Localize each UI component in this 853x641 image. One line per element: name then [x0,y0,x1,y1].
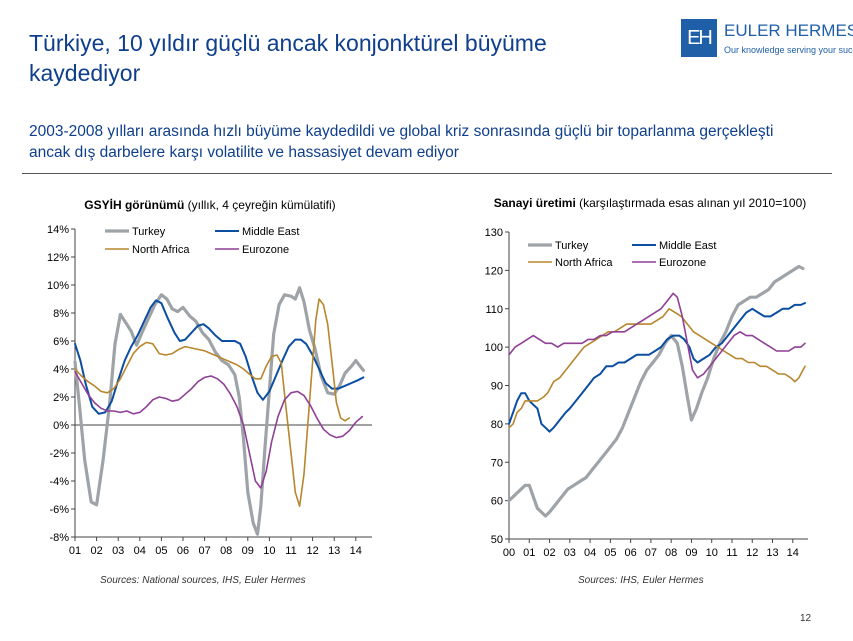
gdp-y-tick-label: 2% [53,392,69,404]
industrial-x-tick-label: 06 [625,547,637,559]
industrial-x-tick-label: 02 [543,547,555,559]
gdp-x-tick-label: 02 [90,545,102,557]
gdp-x-tick-label: 07 [198,545,210,557]
industrial-y-tick-label: 80 [491,419,503,431]
gdp-x-tick-label: 06 [177,545,189,557]
logo-name: EULER HERMES [724,21,853,40]
industrial-x-tick-label: 04 [584,547,596,559]
gdp-x-tick-label: 04 [134,545,146,557]
industrial-y-tick-label: 70 [491,457,503,469]
industrial-x-tick-label: 13 [766,547,778,559]
industrial-x-tick-label: 05 [604,547,616,559]
logo-mark-icon: EH [681,19,717,57]
industrial-y-tick-label: 130 [485,227,503,239]
industrial-legend-label-middle-east: Middle East [659,240,716,252]
gdp-x-tick-label: 09 [242,545,254,557]
slide-subtitle: 2003-2008 yılları arasında hızlı büyüme … [29,123,774,161]
gdp-x-tick-label: 11 [285,545,296,557]
gdp-y-tick-label: -6% [49,504,69,516]
industrial-y-tick-label: 100 [485,342,503,354]
industrial-legend-label-north-africa: North Africa [555,257,613,269]
industrial-chart-title-bold: Sanayi üretimi [493,196,576,210]
gdp-y-tick-label: 0% [53,420,69,432]
gdp-x-tick-label: 10 [263,545,275,557]
gdp-series-turkey [73,286,365,536]
gdp-series-north-africa [74,298,351,507]
gdp-series-eurozone [74,371,364,489]
logo-tagline: Our knowledge serving your success [724,45,853,55]
industrial-x-tick-label: 10 [706,547,718,559]
industrial-series-middle-east [508,302,806,433]
industrial-x-tick-label: 07 [645,547,657,559]
industrial-x-tick-label: 03 [564,547,576,559]
industrial-legend-label-eurozone: Eurozone [659,257,706,269]
industrial-chart-source: Sources: IHS, Euler Hermes [578,575,704,586]
divider [22,173,832,174]
industrial-y-tick-label: 90 [491,381,503,393]
gdp-legend-label-middle-east: Middle East [242,226,299,238]
gdp-y-tick-label: -8% [49,532,69,544]
industrial-y-tick-label: 120 [485,265,503,277]
gdp-legend-label-eurozone: Eurozone [242,244,289,256]
gdp-x-tick-label: 12 [306,545,318,557]
industrial-chart-title-rest: (karşılaştırmada esas alınan yıl 2010=10… [575,196,807,210]
gdp-x-tick-label: 08 [220,545,232,557]
gdp-y-tick-label: -4% [49,476,69,488]
gdp-y-tick-label: 10% [47,280,69,292]
gdp-x-tick-label: 13 [328,545,340,557]
industrial-x-tick-label: 14 [787,547,799,559]
industrial-x-tick-label: 01 [523,547,535,559]
industrial-x-tick-label: 09 [685,547,697,559]
gdp-x-tick-label: 05 [155,545,167,557]
industrial-y-tick-label: 110 [485,304,503,316]
industrial-series-eurozone [508,292,806,379]
industrial-x-tick-label: 12 [746,547,758,559]
gdp-y-tick-label: 12% [47,252,69,264]
industrial-x-tick-label: 11 [726,547,737,559]
industrial-y-tick-label: 50 [491,534,503,546]
gdp-y-tick-label: 14% [47,224,69,236]
gdp-y-tick-label: -2% [49,448,69,460]
industrial-y-tick-label: 60 [491,496,503,508]
gdp-x-tick-label: 03 [112,545,124,557]
gdp-y-tick-label: 8% [53,308,69,320]
page-number: 12 [800,613,812,624]
gdp-chart-source: Sources: National sources, IHS, Euler He… [100,575,306,586]
gdp-legend-label-north-africa: North Africa [132,244,190,256]
industrial-chart-title: Sanayi üretimi (karşılaştırmada esas alı… [480,196,820,211]
industrial-x-tick-label: 08 [665,547,677,559]
gdp-y-tick-label: 6% [53,336,69,348]
gdp-y-tick-label: 4% [53,364,69,376]
industrial-legend-label-turkey: Turkey [555,240,589,252]
euler-hermes-logo: EH EULER HERMES Our knowledge serving yo… [681,19,853,61]
slide-title: Türkiye, 10 yıldır güçlü ancak konjonktü… [29,30,547,86]
gdp-legend-label-turkey: Turkey [132,226,166,238]
industrial-series-north-africa [508,308,806,429]
industrial-series-turkey [507,264,805,518]
gdp-x-tick-label: 01 [69,545,81,557]
industrial-x-tick-label: 00 [503,547,515,559]
gdp-chart-title: GSYİH görünümü (yıllık, 4 çeyreğin kümül… [40,198,380,213]
gdp-chart-title-bold: GSYİH görünümü [84,198,185,212]
gdp-x-tick-label: 14 [350,545,362,557]
gdp-chart-title-rest: (yıllık, 4 çeyreğin kümülatifi) [184,198,336,212]
